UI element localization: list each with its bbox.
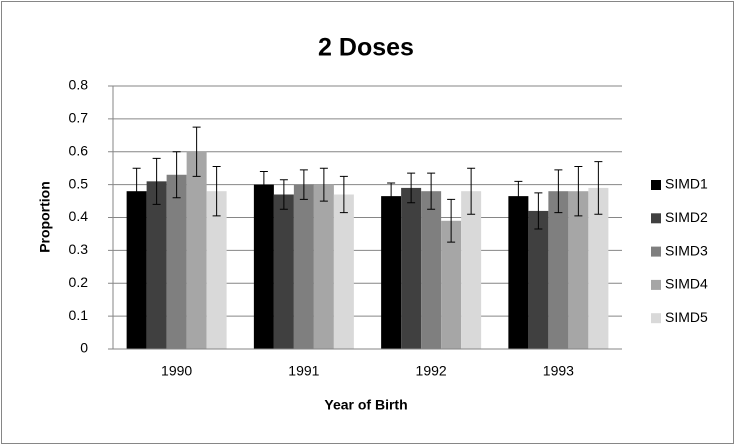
- error-bar: [574, 166, 583, 217]
- x-tick-label: 1990: [161, 363, 192, 379]
- legend-label: SIMD5: [665, 309, 708, 325]
- bar: [253, 184, 274, 349]
- x-tick-label: 1992: [416, 363, 447, 379]
- error-bar: [534, 192, 543, 230]
- error-bar: [279, 179, 288, 210]
- bar: [293, 184, 314, 349]
- y-tick-label: 0.4: [69, 208, 89, 224]
- error-bar: [172, 151, 181, 199]
- error-bar: [427, 172, 436, 210]
- error-bar: [152, 157, 161, 205]
- error-bar: [192, 126, 201, 177]
- bar: [146, 181, 167, 349]
- legend-swatch: [651, 246, 661, 257]
- bar: [186, 151, 207, 349]
- error-bar: [212, 166, 221, 217]
- legend-swatch: [651, 213, 661, 224]
- y-tick-label: 0.5: [69, 175, 89, 191]
- y-tick-label: 0.6: [69, 142, 89, 158]
- y-tick-label: 0: [80, 340, 88, 356]
- error-bar: [339, 175, 348, 214]
- y-tick-label: 0.3: [69, 241, 89, 257]
- bar: [441, 220, 462, 349]
- bar: [528, 210, 549, 349]
- error-bar: [387, 182, 396, 210]
- bar: [126, 191, 147, 349]
- x-tick-label: 1993: [543, 363, 574, 379]
- error-bar: [132, 167, 141, 215]
- error-bar: [467, 167, 476, 215]
- bar: [508, 196, 529, 349]
- bar: [588, 187, 609, 349]
- error-bar: [447, 198, 456, 243]
- legend-swatch: [651, 279, 661, 290]
- legend-swatch: [651, 180, 661, 190]
- error-bar: [299, 169, 308, 200]
- bar: [421, 191, 442, 349]
- error-bar: [407, 172, 416, 204]
- y-tick-label: 0.2: [69, 274, 89, 290]
- x-tick-label: 1991: [288, 363, 319, 379]
- bar: [461, 191, 482, 349]
- error-bar: [319, 167, 328, 202]
- bar: [548, 191, 569, 349]
- chart-title: 2 Doses: [318, 34, 414, 62]
- bar: [401, 187, 422, 349]
- y-tick-label: 0.7: [69, 110, 89, 126]
- legend-label: SIMD3: [665, 242, 708, 258]
- y-tick-label: 0.1: [69, 307, 89, 323]
- bar: [206, 191, 227, 349]
- bar: [333, 194, 354, 349]
- bar: [166, 174, 187, 349]
- legend-label: SIMD4: [665, 276, 708, 292]
- bar: [568, 191, 589, 349]
- error-bar: [594, 161, 603, 215]
- bar: [273, 194, 294, 349]
- legend-label: SIMD1: [665, 176, 708, 192]
- legend-swatch: [651, 313, 661, 324]
- error-bar: [554, 169, 563, 214]
- legend-label: SIMD2: [665, 209, 708, 225]
- y-tick-label: 0.8: [69, 77, 89, 93]
- x-axis-title: Year of Birth: [324, 397, 407, 413]
- bar: [313, 184, 334, 349]
- error-bar: [259, 170, 268, 199]
- y-axis-title: Proportion: [37, 181, 53, 253]
- bar: [381, 196, 402, 349]
- error-bar: [514, 180, 523, 212]
